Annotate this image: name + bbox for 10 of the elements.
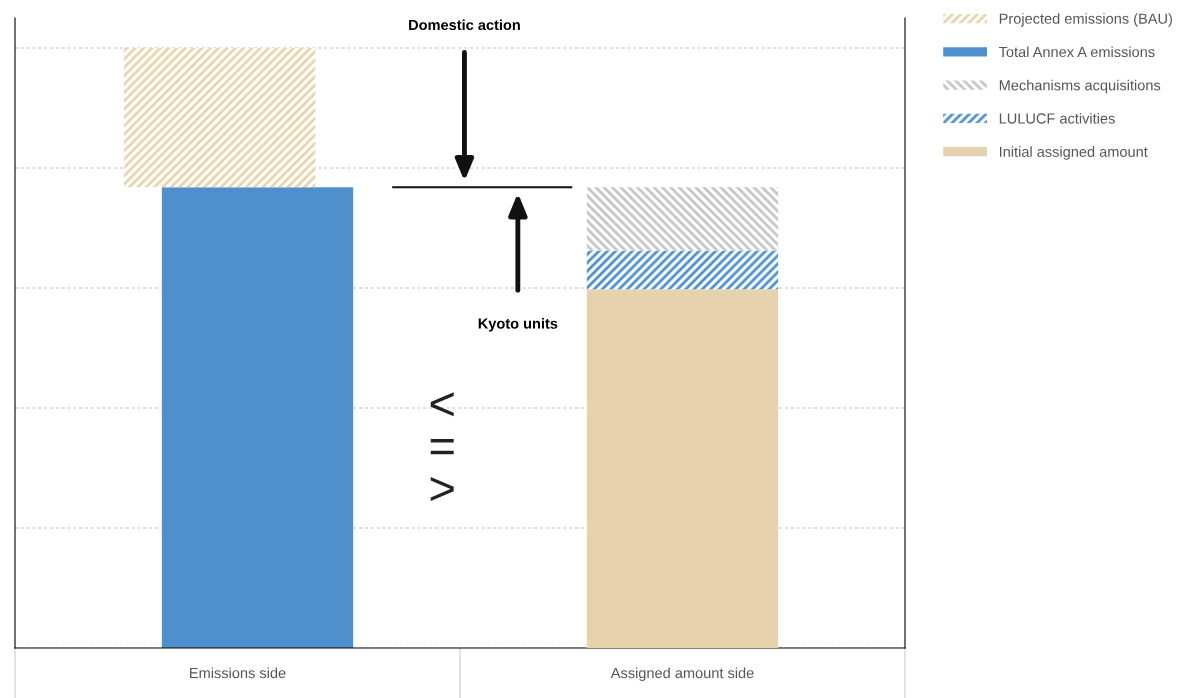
legend-label: Projected emissions (BAU) <box>999 13 1172 27</box>
legend-label: Mechanisms acquisitions <box>999 79 1161 94</box>
legend-label: LULUCF activities <box>999 112 1115 124</box>
annotation: < = > <box>430 392 454 501</box>
annotation: Kyoto units <box>478 318 558 332</box>
x-tick-label: Assigned amount side <box>610 667 754 682</box>
legend-label: Initial assigned amount <box>999 146 1148 160</box>
x-tick-label: Emissions side <box>190 667 286 679</box>
text: Domestic action <box>409 19 520 31</box>
legend-label: Total Annex A emissions <box>998 46 1155 58</box>
